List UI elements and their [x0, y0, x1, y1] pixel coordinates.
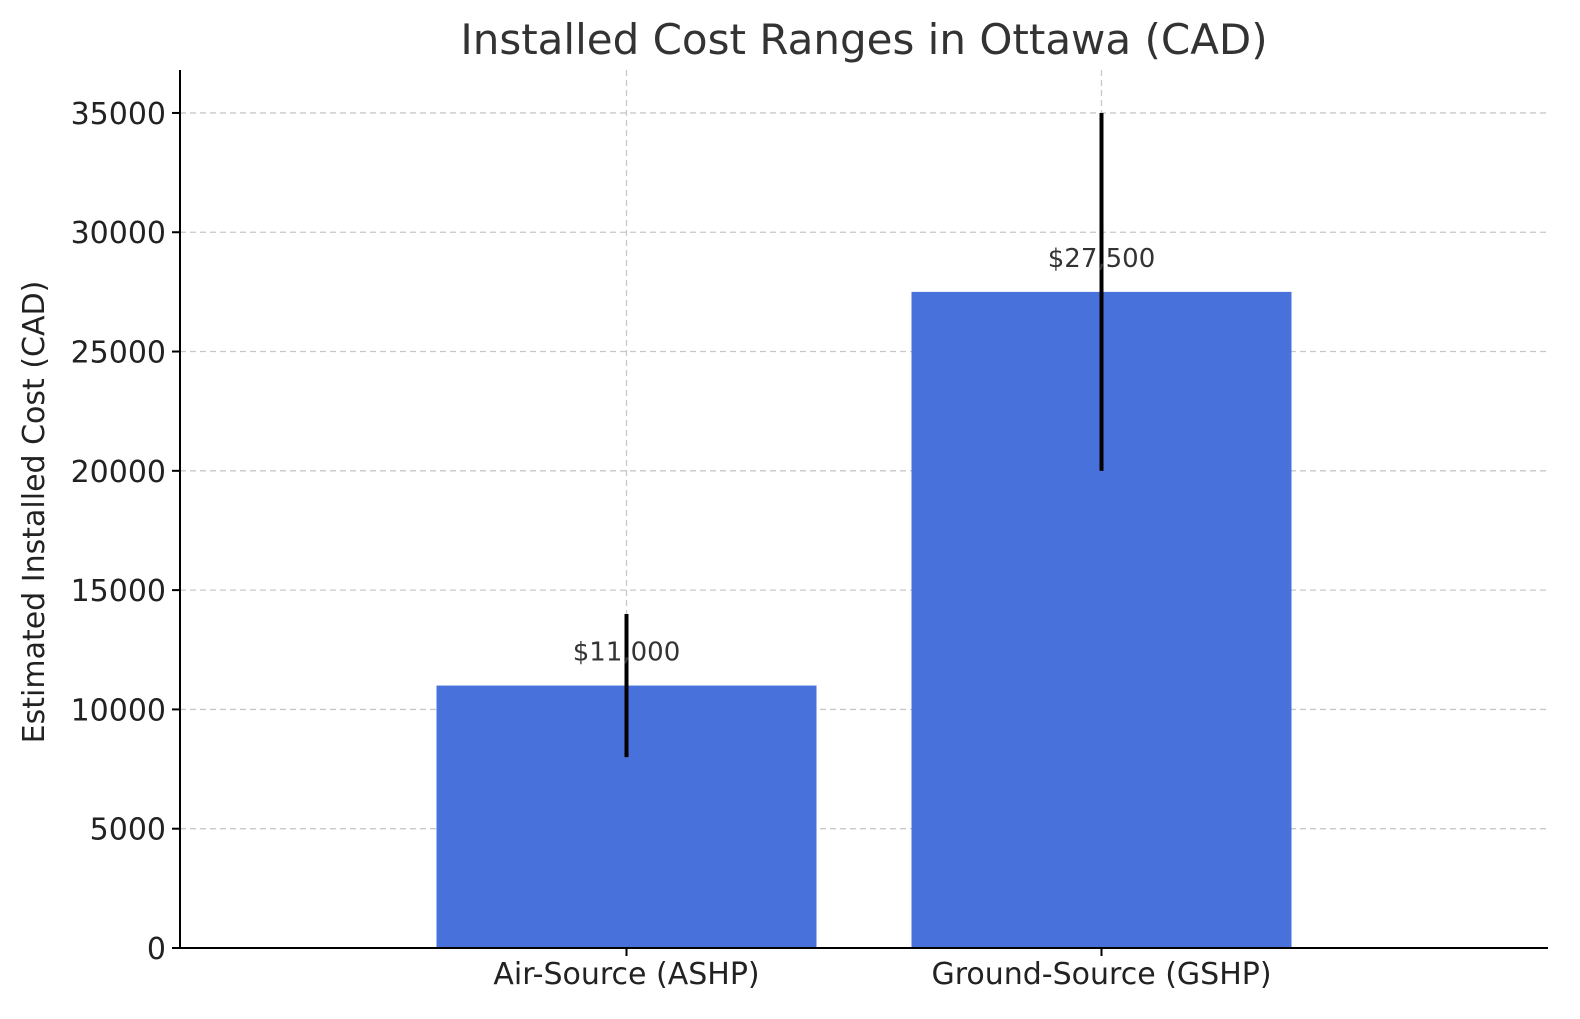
- data-label: $27,500: [1048, 244, 1156, 274]
- x-tick-label: Ground-Source (GSHP): [931, 957, 1271, 992]
- y-axis-label: Estimated Installed Cost (CAD): [17, 281, 52, 744]
- y-tick-label: 30000: [71, 216, 166, 251]
- y-tick-label: 35000: [71, 97, 166, 132]
- data-label: $11,000: [573, 638, 681, 668]
- data-labels: $11,000 $27,500: [573, 244, 1156, 668]
- y-tick-label: 5000: [90, 813, 166, 848]
- grid-lines: [180, 70, 1548, 949]
- tick-labels: 0 5000 10000 15000 20000 25000 30000 35000 Air-S…: [71, 97, 1272, 992]
- y-tick-label: 10000: [71, 693, 166, 728]
- y-tick-label: 15000: [71, 574, 166, 609]
- error-bars: [624, 112, 1104, 758]
- y-tick-label: 0: [147, 932, 166, 967]
- y-tick-label: 20000: [71, 455, 166, 490]
- axes: [172, 70, 1548, 956]
- y-tick-label: 25000: [71, 336, 166, 371]
- bars: [436, 291, 1292, 948]
- chart-title: Installed Cost Ranges in Ottawa (CAD): [460, 15, 1267, 64]
- x-tick-label: Air-Source (ASHP): [493, 957, 759, 992]
